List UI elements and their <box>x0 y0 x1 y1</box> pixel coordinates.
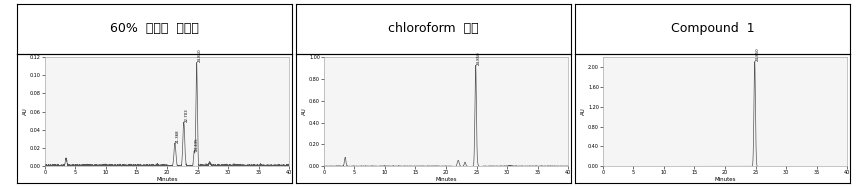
Text: chloroform  분획: chloroform 분획 <box>388 22 479 35</box>
X-axis label: Minutes: Minutes <box>715 177 736 183</box>
Y-axis label: AU: AU <box>581 108 586 115</box>
Text: 60%  에탄올  추출물: 60% 에탄올 추출물 <box>110 22 199 35</box>
Text: 24.850: 24.850 <box>476 51 481 65</box>
Text: 24.850: 24.850 <box>756 47 759 61</box>
Y-axis label: AU: AU <box>302 108 307 115</box>
X-axis label: Minutes: Minutes <box>156 177 178 183</box>
Text: 24.435: 24.435 <box>195 138 199 151</box>
Text: 24.850: 24.850 <box>198 49 202 62</box>
Text: 21.368: 21.368 <box>176 129 180 143</box>
Text: Compound  1: Compound 1 <box>671 22 754 35</box>
Text: 22.703: 22.703 <box>185 108 189 122</box>
X-axis label: Minutes: Minutes <box>435 177 457 183</box>
Y-axis label: AU: AU <box>23 108 28 115</box>
